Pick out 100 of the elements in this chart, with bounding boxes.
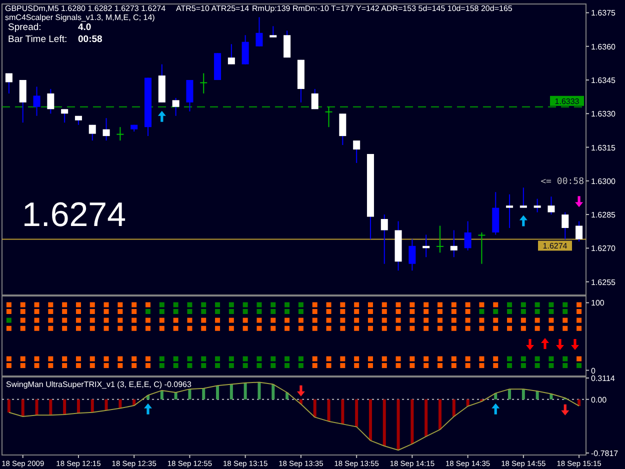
candlestick: [172, 97, 180, 116]
point: [284, 318, 290, 323]
point: [90, 302, 95, 308]
bar: [313, 399, 316, 418]
point: [534, 326, 540, 331]
point: [228, 302, 234, 308]
point: [396, 356, 401, 362]
point: [534, 318, 540, 323]
point: [340, 326, 346, 331]
candlestick: [284, 30, 291, 58]
bar: [76, 399, 80, 414]
point: [382, 326, 387, 331]
point: [34, 318, 40, 323]
point: [62, 309, 68, 314]
point: [298, 363, 304, 368]
point: [396, 309, 401, 314]
point: [256, 356, 262, 362]
y-tick-label: 1.6375: [591, 8, 616, 18]
candlestick: [61, 108, 68, 124]
bar: [410, 399, 414, 444]
bar: [188, 389, 192, 400]
bar: [452, 399, 456, 417]
point: [562, 302, 568, 308]
point: [256, 318, 262, 323]
point: [382, 356, 387, 362]
point: [132, 356, 137, 362]
bar: [578, 399, 581, 406]
bar: [258, 382, 261, 400]
point: [104, 302, 109, 308]
point: [465, 302, 470, 308]
point: [576, 309, 582, 314]
candlestick: [339, 113, 346, 146]
point: [284, 356, 290, 362]
point: [410, 326, 415, 331]
point: [173, 318, 178, 323]
point: [270, 363, 276, 368]
y-tick-label: 100: [591, 298, 605, 308]
point: [215, 326, 220, 331]
point: [396, 302, 401, 308]
point: [382, 318, 387, 323]
point: [173, 363, 178, 368]
point: [132, 326, 137, 331]
point: [354, 309, 360, 314]
point: [6, 356, 12, 362]
point: [104, 318, 109, 323]
candlestick: [436, 225, 444, 254]
point: [438, 363, 442, 368]
point: [479, 363, 484, 368]
bar: [7, 399, 10, 412]
candlestick: [19, 79, 26, 124]
point: [284, 309, 290, 314]
point: [410, 356, 415, 362]
candlestick: [534, 198, 541, 213]
candlestick: [450, 230, 458, 258]
point: [284, 326, 290, 331]
bar: [35, 399, 38, 416]
point: [424, 302, 429, 308]
annotation: 00:58: [78, 34, 102, 45]
point: [173, 326, 178, 331]
y-tick-label: 1.6255: [591, 278, 616, 287]
y-tick-label: 1.6270: [591, 244, 616, 254]
candlestick: [548, 196, 555, 216]
point: [48, 302, 54, 308]
point: [576, 363, 582, 368]
y-tick-label: 1.6315: [591, 143, 616, 152]
point: [396, 318, 401, 323]
point: [368, 363, 373, 368]
point: [298, 318, 304, 323]
point: [326, 318, 332, 323]
point: [465, 309, 470, 314]
point: [242, 302, 248, 308]
point: [438, 318, 442, 323]
point: [368, 309, 373, 314]
annotation: Spread:: [8, 22, 42, 33]
point: [6, 326, 12, 331]
point: [340, 363, 346, 368]
annotation: 4.0: [78, 22, 92, 33]
point: [354, 326, 360, 331]
point: [368, 302, 373, 308]
point: [90, 309, 95, 314]
bar: [368, 399, 372, 441]
y-tick-label: 1.6360: [591, 42, 616, 52]
point: [340, 356, 346, 362]
point: [215, 318, 220, 323]
point: [465, 363, 470, 368]
point: [326, 309, 332, 314]
point: [284, 363, 290, 368]
point: [507, 326, 512, 331]
point: [20, 326, 26, 331]
point: [34, 326, 40, 331]
point: [298, 309, 304, 314]
point: [465, 356, 470, 362]
ref-line-label: 1.6274: [542, 242, 568, 251]
point: [424, 309, 429, 314]
point: [215, 363, 220, 368]
bar: [118, 399, 122, 408]
point: [396, 326, 401, 331]
point: [507, 302, 512, 308]
point: [228, 356, 234, 362]
point: [201, 318, 206, 323]
